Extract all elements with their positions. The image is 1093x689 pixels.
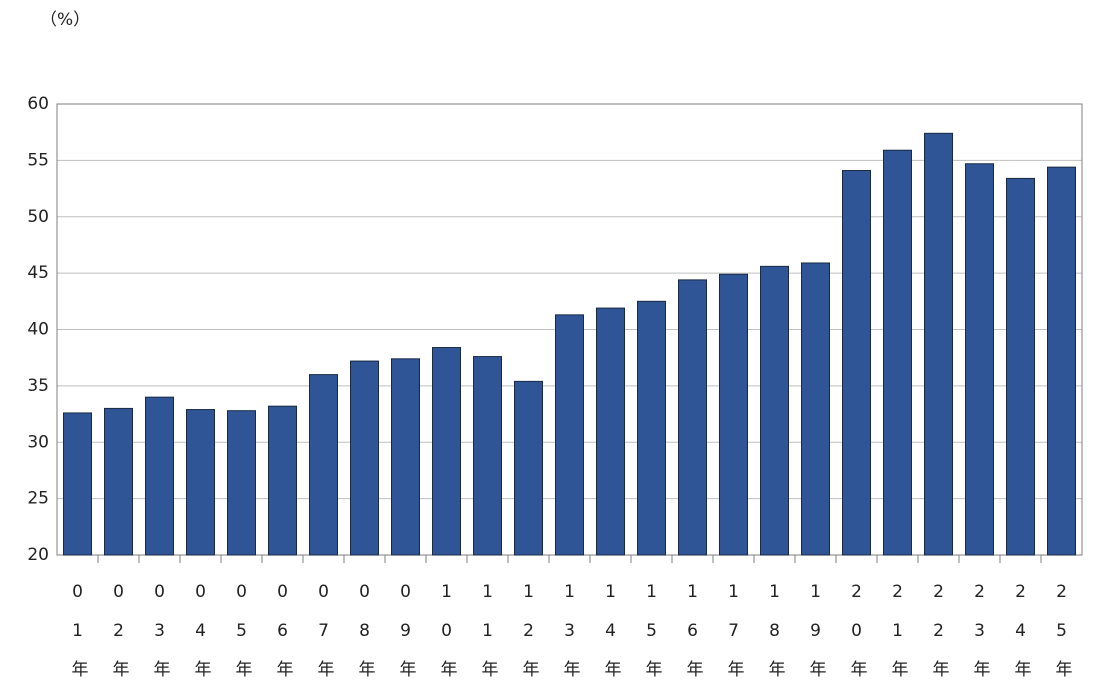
x-tick-label: 02年 [109,582,130,689]
bar [596,307,625,556]
x-tick-label: 03年 [150,582,171,689]
bar [842,170,871,556]
bar [965,163,994,556]
x-tick-label: 08年 [355,582,376,689]
bar [227,410,256,556]
x-tick-label: 01年 [68,582,89,689]
x-tick-label: 23年 [970,582,991,689]
x-tick-label: 10年 [437,582,458,689]
bar [883,149,912,556]
x-tick-label: 07年 [314,582,335,689]
x-tick-label: 04年 [191,582,212,689]
y-tick-label: 20 [27,545,49,565]
x-tick-label: 09年 [396,582,417,689]
bar [1006,177,1035,556]
x-tick-label: 17年 [724,582,745,689]
bar [555,314,584,556]
x-tick-label: 12年 [519,582,540,689]
bar [1047,166,1076,556]
bar [63,412,92,556]
bar [268,405,297,556]
bar [719,273,748,556]
bar [104,407,133,556]
y-tick-label: 45 [27,263,49,283]
bar [473,356,502,556]
bar [801,262,830,556]
bar [637,300,666,556]
y-tick-label: 40 [27,320,49,340]
x-tick-label: 25年 [1052,582,1073,689]
x-tick-label: 20年 [847,582,868,689]
y-tick-label: 25 [27,489,49,509]
x-tick-label: 13年 [560,582,581,689]
x-tick-label: 22年 [929,582,950,689]
y-tick-label: 30 [27,432,49,452]
bar [678,279,707,556]
x-tick-label: 18年 [765,582,786,689]
y-axis-label: （%） [40,10,90,30]
y-tick-label: 55 [27,150,49,170]
bar [514,380,543,556]
bar [432,347,461,556]
y-tick-label: 35 [27,376,49,396]
x-tick-label: 05年 [232,582,253,689]
bar [309,374,338,556]
bar [924,132,953,556]
x-tick-label: 16年 [683,582,704,689]
bar [350,360,379,556]
bar [760,265,789,556]
bar [391,358,420,556]
y-tick-label: 50 [27,207,49,227]
x-tick-label: 19年 [806,582,827,689]
x-tick-label: 21年 [888,582,909,689]
x-tick-label: 11年 [478,582,499,689]
bar [186,409,215,556]
x-tick-label: 06年 [273,582,294,689]
x-tick-label: 24年 [1011,582,1032,689]
x-tick-label: 15年 [642,582,663,689]
bar [145,396,174,556]
x-tick-label: 14年 [601,582,622,689]
y-tick-label: 60 [27,94,49,114]
